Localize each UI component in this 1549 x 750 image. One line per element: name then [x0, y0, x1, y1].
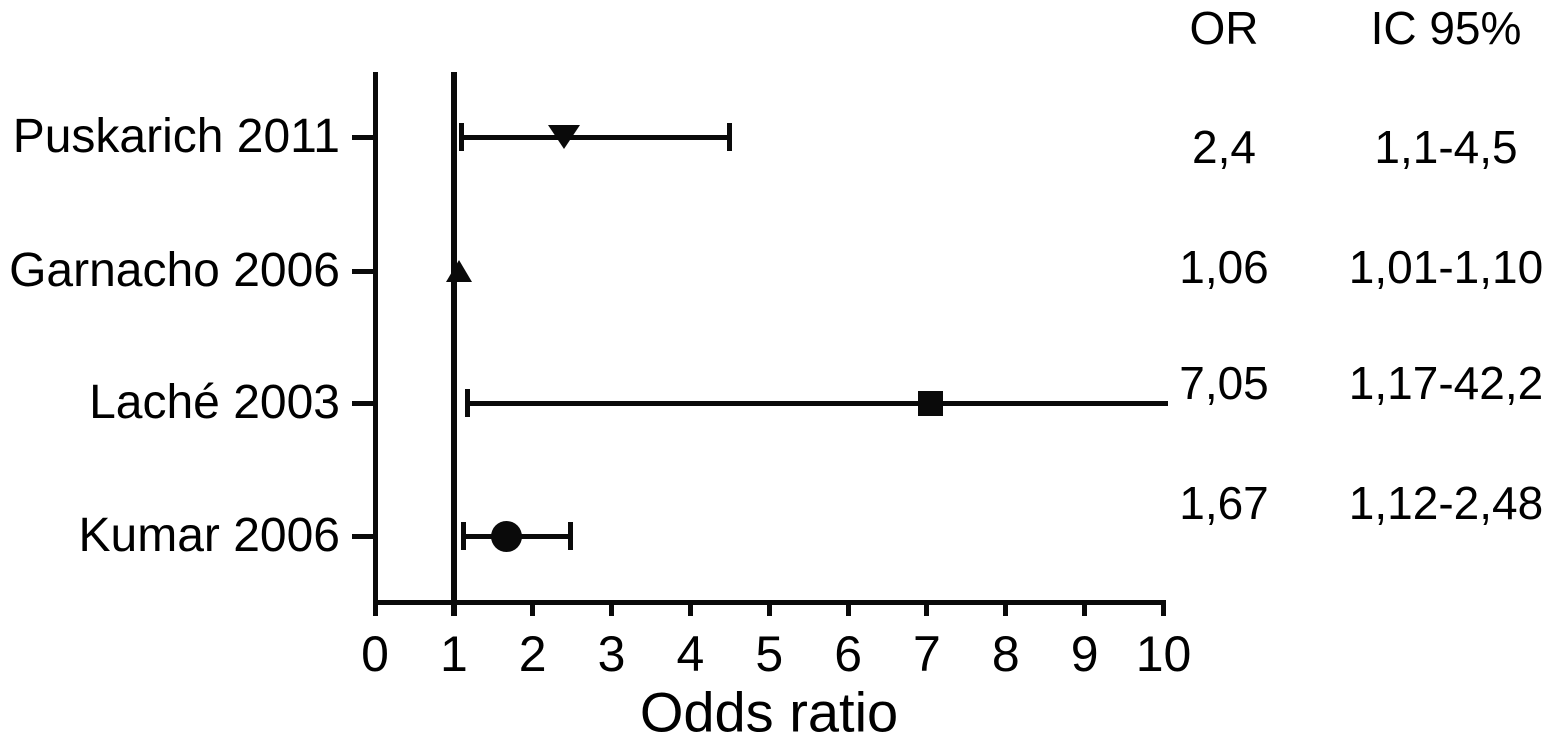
ci-value: 1,01-1,10	[1348, 240, 1544, 293]
x-axis-tick-label: 1	[439, 625, 468, 682]
ci-cap-left	[459, 123, 465, 151]
x-axis-tick-label: 8	[991, 625, 1020, 682]
x-axis-tick	[451, 600, 457, 616]
x-axis-tick-label: 7	[913, 625, 941, 682]
x-axis-tick	[609, 600, 615, 616]
y-axis-tick	[352, 400, 373, 406]
or-column-header: OR	[1189, 1, 1259, 54]
x-axis-tick	[687, 600, 693, 616]
or-value: 2,4	[1192, 120, 1256, 173]
ci-value: 1,1-4,5	[1374, 120, 1518, 173]
x-axis-tick	[1082, 600, 1088, 616]
x-axis-tick-label: 2	[518, 625, 547, 682]
x-axis-tick-label: 4	[676, 625, 705, 682]
study-label: Puskarich 2011	[12, 109, 340, 163]
ci-value: 1,12-2,48	[1348, 476, 1544, 529]
ci-value: 1,17-42,2	[1348, 356, 1544, 409]
x-axis-tick	[1003, 600, 1009, 616]
ci-cap-right	[568, 522, 574, 550]
y-axis-tick	[352, 268, 373, 274]
x-axis-tick	[372, 600, 378, 616]
x-axis-title: Odds ratio	[639, 680, 899, 744]
x-axis-tick	[924, 600, 930, 616]
ci-cap-left	[464, 389, 470, 417]
reference-line	[450, 72, 457, 616]
y-axis-tick	[352, 533, 373, 539]
x-axis-tick	[845, 600, 851, 616]
triangle-up-marker	[445, 260, 472, 282]
x-axis-tick	[530, 600, 536, 616]
square-marker	[918, 390, 944, 416]
study-label: Garnacho 2006	[9, 243, 340, 297]
x-axis-tick-label: 5	[755, 625, 784, 682]
x-axis-tick-label: 0	[361, 625, 389, 682]
x-axis-tick-label: 9	[1070, 625, 1099, 682]
x-axis-tick	[766, 600, 772, 616]
x-axis-tick-label: 10	[1135, 625, 1192, 682]
ci-line	[461, 134, 730, 140]
circle-marker	[491, 520, 523, 552]
or-value: 7,05	[1179, 356, 1269, 409]
study-label: Laché 2003	[89, 375, 340, 429]
ci-column-header: IC 95%	[1370, 1, 1522, 54]
or-value: 1,67	[1179, 476, 1269, 529]
ci-line	[467, 400, 1169, 406]
or-value: 1,06	[1179, 240, 1269, 293]
ci-cap-left	[460, 522, 466, 550]
x-axis-tick	[1161, 600, 1166, 616]
x-axis-tick-label: 3	[597, 625, 626, 682]
x-axis-tick-label: 6	[834, 625, 862, 682]
ci-cap-right	[727, 123, 733, 151]
y-axis-tick	[352, 134, 373, 140]
study-label: Kumar 2006	[78, 508, 341, 562]
y-axis-line	[372, 72, 378, 616]
triangle-down-marker	[548, 125, 581, 149]
